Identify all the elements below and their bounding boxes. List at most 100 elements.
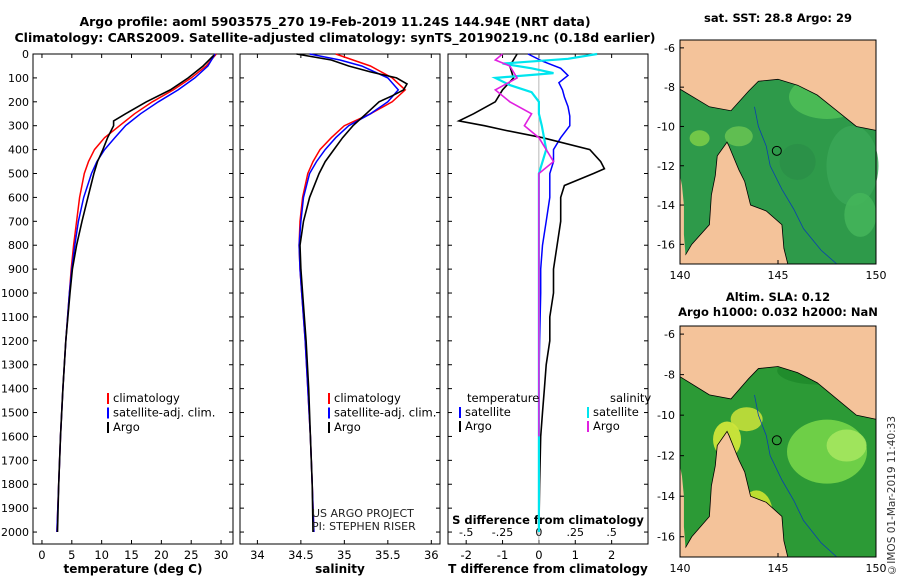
map-y-tick-label: -8 — [664, 81, 675, 94]
x-tick-label: 36 — [424, 548, 439, 562]
y-tick-label: 1500 — [1, 407, 29, 420]
diff-series-s-satellite — [491, 52, 598, 532]
temperature-series-argo — [56, 54, 215, 533]
map-land-cape-york — [679, 430, 789, 558]
map-y-tick-label: -12 — [657, 160, 675, 173]
y-tick-label: 300 — [8, 120, 29, 133]
map-x-tick-label: 140 — [670, 269, 691, 282]
x-tick-label: 30 — [214, 548, 229, 562]
map-y-tick-label: -6 — [664, 42, 675, 55]
sst-map-title: sat. SST: 28.8 Argo: 29 — [704, 11, 852, 25]
y-tick-label: 1200 — [1, 335, 29, 348]
top-tick-label: .25 — [567, 526, 585, 539]
sla-map-subtitle: Argo h1000: 0.032 h2000: NaN — [678, 305, 878, 319]
map-field-patch — [826, 125, 879, 206]
y-tick-label: 1100 — [1, 311, 29, 324]
salinity-panel — [239, 53, 441, 545]
credit-line-1: US ARGO PROJECT — [312, 507, 414, 520]
y-tick-label: 1400 — [1, 383, 29, 396]
map-x-tick-label: 145 — [768, 269, 789, 282]
y-tick-label: 2000 — [1, 526, 29, 539]
x-tick-label: 25 — [184, 548, 199, 562]
map-argo-marker — [771, 435, 782, 446]
map-field-patch — [844, 192, 877, 237]
y-tick-label: 1900 — [1, 502, 29, 515]
temperature-series-climatology — [56, 53, 217, 533]
sla-map-title: Altim. SLA: 0.12 — [726, 290, 830, 304]
diff-series-t-argo — [456, 53, 606, 533]
x-tick-label: 35 — [337, 548, 352, 562]
map-field-patch — [730, 407, 763, 432]
temperature-panel — [32, 53, 234, 545]
y-tick-label: 500 — [8, 168, 29, 181]
legend-title-temperature: temperature — [467, 391, 539, 405]
map-land-cape-york — [679, 141, 789, 265]
map-field-patch — [724, 126, 753, 147]
x-tick-label: -1 — [497, 548, 508, 562]
x-tick-label: 2 — [608, 548, 615, 562]
map-land-new-guinea — [679, 325, 877, 420]
map-y-tick-label: -14 — [657, 199, 675, 212]
map-field-patch — [689, 130, 710, 147]
difference-panel — [447, 53, 649, 545]
y-tick-label: 1300 — [1, 359, 29, 372]
map-field-patch — [826, 429, 867, 462]
salinity-legend-2-label: Argo — [334, 420, 361, 434]
map-x-tick-label: 150 — [866, 562, 887, 575]
x-tick-label: 20 — [154, 548, 169, 562]
map-land-west — [680, 175, 686, 264]
map-sla-map — [679, 325, 877, 558]
map-y-tick-label: -6 — [664, 328, 675, 341]
temperature-xlabel: temperature (deg C) — [64, 562, 203, 576]
y-tick-label: 1000 — [1, 287, 29, 300]
difference-xlabel: T difference from climatology — [448, 562, 648, 576]
x-tick-label: 34 — [250, 548, 265, 562]
timestamp-stamp: ©IMOS 01-Mar-2019 11:40:33 — [886, 416, 898, 576]
y-tick-label: 700 — [8, 215, 29, 228]
legend-title-salinity: salinity — [610, 391, 651, 405]
salinity-series-argo — [296, 53, 409, 533]
x-tick-label: -2 — [460, 548, 471, 562]
top-tick-label: -.25 — [492, 526, 513, 539]
y-tick-label: 100 — [8, 72, 29, 85]
salinity-diff-label: S difference from climatology — [452, 513, 644, 527]
salinity-series-satellite — [298, 53, 400, 533]
title-line-2: Climatology: CARS2009. Satellite-adjuste… — [14, 30, 656, 45]
map-x-tick-label: 140 — [670, 562, 691, 575]
salinity-legend-0-label: climatology — [334, 391, 401, 405]
x-tick-label: 0 — [535, 548, 542, 562]
map-field-patch — [779, 143, 816, 180]
map-y-tick-label: -14 — [657, 490, 675, 503]
map-x-tick-label: 145 — [768, 562, 789, 575]
temperature-legend-0-label: climatology — [113, 391, 180, 405]
x-tick-label: 1 — [572, 548, 579, 562]
map-contour — [754, 106, 838, 265]
map-x-tick-label: 150 — [866, 269, 887, 282]
y-tick-label: 400 — [8, 144, 29, 157]
map-y-tick-label: -16 — [657, 531, 675, 544]
salinity-legend-1-label: satellite-adj. clim. — [334, 406, 436, 420]
y-tick-label: 1600 — [1, 430, 29, 443]
diff-legend-t-argo-label: Argo — [465, 419, 492, 433]
map-argo-marker — [771, 145, 782, 156]
top-tick-label: .5 — [606, 526, 617, 539]
credit-line-2: PI: STEPHEN RISER — [312, 520, 416, 533]
map-y-tick-label: -12 — [657, 450, 675, 463]
salinity-xlabel: salinity — [315, 562, 365, 576]
x-tick-label: 35.5 — [375, 548, 401, 562]
map-y-tick-label: -10 — [657, 120, 675, 133]
map-sst-map — [679, 39, 879, 265]
y-tick-label: 1800 — [1, 478, 29, 491]
y-tick-label: 600 — [8, 191, 29, 204]
diff-legend-s-argo-label: Argo — [593, 419, 620, 433]
diff-legend-t-satellite-label: satellite — [465, 405, 511, 419]
temperature-legend-1-label: satellite-adj. clim. — [113, 406, 215, 420]
diff-series-t-satellite — [527, 53, 571, 532]
map-land-new-guinea — [679, 39, 877, 131]
x-tick-label: 0 — [38, 548, 45, 562]
y-tick-label: 1700 — [1, 454, 29, 467]
diff-series-s-argo — [493, 53, 555, 437]
y-tick-label: 200 — [8, 96, 29, 109]
